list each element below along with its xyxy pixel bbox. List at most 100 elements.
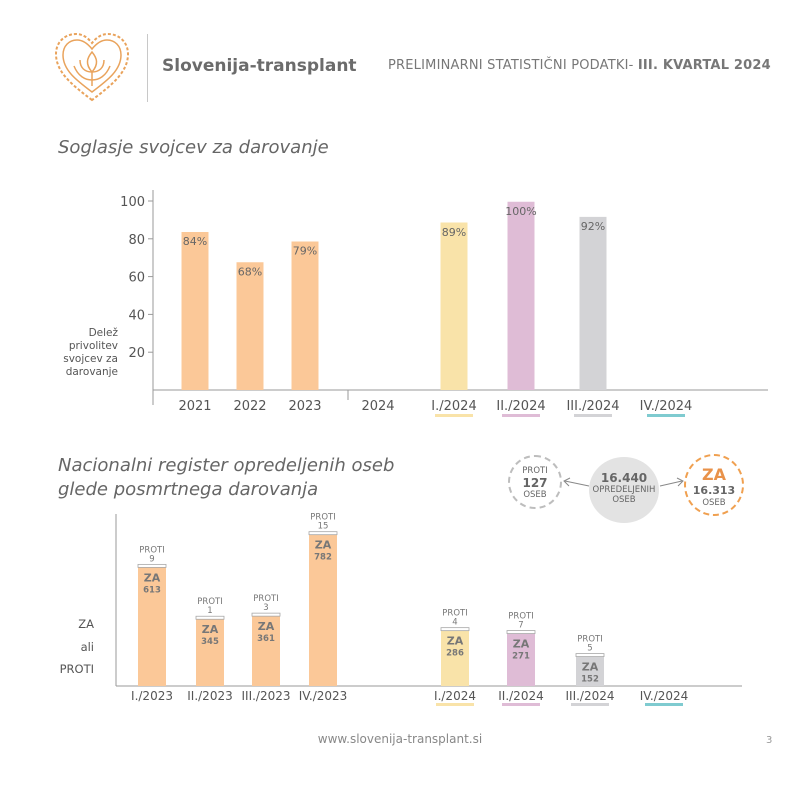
proti-value-label: 15 (318, 522, 329, 532)
proti-bar (137, 563, 167, 568)
total-bubble-label-1: OPREDELJENIH (592, 485, 656, 495)
side-label-za: ZA (78, 617, 94, 631)
proti-bar (195, 615, 225, 620)
za-label: ZA (582, 661, 599, 674)
za-value-label: 271 (512, 652, 530, 662)
za-bar (252, 616, 280, 686)
quarter-underline (574, 414, 612, 417)
quarter-underline (571, 703, 609, 706)
proti-value-label: 5 (587, 644, 592, 654)
arrow-to-proti-head (563, 477, 571, 487)
za-bar (309, 534, 337, 686)
y-tick-label: 60 (128, 271, 145, 286)
za-bar (196, 619, 224, 686)
za-label: ZA (258, 620, 275, 633)
page-number: 3 (766, 735, 773, 746)
x-tick-label: 2022 (233, 399, 266, 414)
proti-label: PROTI (508, 612, 533, 622)
proti-value-label: 3 (263, 603, 268, 613)
bar (507, 201, 535, 390)
proti-label: PROTI (442, 609, 467, 619)
proti-bar (308, 531, 338, 536)
total-bubble-value: 16.440 (600, 471, 648, 485)
x-tick-label: II./2024 (498, 689, 543, 703)
proti-bar (575, 653, 605, 657)
za-bar (138, 567, 166, 686)
proti-bar (440, 627, 470, 632)
x-tick-label: IV./2024 (640, 689, 689, 703)
total-registered-bubble: 16.440 OPREDELJENIH OSEB (589, 457, 659, 523)
za-bubble-label: ZA (702, 465, 726, 484)
proti-bar (506, 630, 536, 634)
consent-chart-ylabel: Delež privolitev svojcev za darovanje (56, 327, 118, 379)
ylabel-line: darovanje (65, 366, 118, 378)
register-title-line-1: Nacionalni register opredeljenih oseb (58, 455, 395, 476)
x-tick-label: II./2024 (496, 399, 545, 414)
x-tick-label: 2021 (178, 399, 211, 414)
za-bubble-unit: OSEB (702, 498, 726, 508)
register-chart-title: Nacionalni register opredeljenih oseb gl… (58, 454, 394, 502)
proti-label: PROTI (197, 597, 222, 607)
bar (181, 231, 209, 390)
quarter-underline (502, 703, 540, 706)
ylabel-line: Delež (88, 327, 118, 339)
proti-label: PROTI (577, 635, 602, 645)
arrow-to-za-line (659, 480, 683, 487)
proti-label: PROTI (310, 513, 335, 523)
za-bar (576, 656, 604, 686)
brand-name: Slovenija-transplant (162, 56, 357, 76)
quarter-underline (502, 414, 540, 417)
ylabel-line: privolitev (68, 340, 118, 352)
quarter-underline (647, 414, 685, 417)
za-total-bubble: ZA 16.313 OSEB (684, 454, 744, 516)
proti-bubble-label: PROTI (522, 466, 548, 476)
za-label: ZA (513, 638, 530, 651)
header-divider (147, 34, 148, 102)
x-tick-label: II./2023 (187, 689, 232, 703)
bar (440, 221, 468, 390)
proti-bubble-value: 127 (522, 476, 548, 490)
ylabel-line: svojcev za (63, 353, 118, 365)
quarter-underline (436, 703, 474, 706)
proti-bubble-unit: OSEB (523, 490, 547, 500)
x-tick-label: 2023 (288, 399, 321, 414)
data-label: 84% (183, 235, 207, 248)
data-label: 79% (293, 245, 317, 258)
za-label: ZA (144, 571, 161, 584)
bar (291, 240, 319, 390)
za-bubble-value: 16.313 (692, 484, 736, 497)
za-value-label: 782 (314, 553, 332, 563)
bar (579, 216, 607, 390)
x-tick-label: I./2023 (131, 689, 173, 703)
consent-bar-chart: 20 40 60 80 100 84% 2021 68% 2022 79% 2023 2024 89% I… (120, 190, 768, 417)
heart-logo-icon (54, 32, 130, 102)
za-value-label: 345 (201, 637, 219, 647)
register-title-line-2: glede posmrtnega darovanja (58, 479, 319, 500)
footer-url: www.slovenija-transplant.si (317, 732, 483, 746)
za-bar (507, 633, 535, 686)
x-tick-label: IV./2023 (299, 689, 348, 703)
x-tick-label: III./2023 (241, 689, 290, 703)
register-bar-chart: ZA613PROTI9I./2023ZA345PROTI1II./2023ZA3… (115, 477, 742, 706)
arrow-to-proti-line (564, 480, 590, 487)
za-bar (441, 630, 469, 686)
za-label: ZA (315, 539, 332, 552)
za-label: ZA (202, 623, 219, 636)
report-title: PRELIMINARNI STATISTIČNI PODATKI- III. K… (388, 58, 771, 73)
data-label: 68% (238, 265, 262, 278)
proti-label: PROTI (139, 545, 164, 555)
y-tick-label: 20 (128, 346, 145, 361)
consent-chart-title: Soglasje svojcev za darovanje (58, 137, 329, 158)
bar (236, 261, 264, 390)
proti-total-bubble: PROTI 127 OSEB (508, 455, 562, 509)
quarter-underline (435, 414, 473, 417)
za-value-label: 286 (446, 649, 464, 659)
side-label-proti: PROTI (59, 662, 94, 676)
za-value-label: 152 (581, 675, 599, 685)
side-label-ali: ali (80, 640, 94, 654)
x-tick-label: I./2024 (434, 689, 476, 703)
y-tick-label: 80 (128, 233, 145, 248)
za-value-label: 613 (143, 585, 161, 595)
x-tick-label: III./2024 (566, 399, 619, 414)
proti-value-label: 7 (518, 621, 523, 631)
